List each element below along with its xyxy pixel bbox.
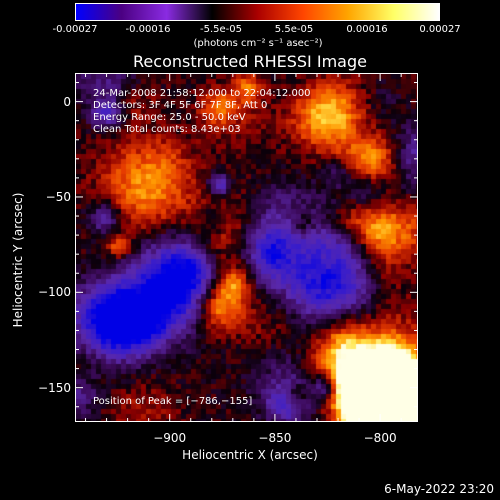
heatmap-image: [76, 74, 417, 421]
chart-title: Reconstructed RHESSI Image: [133, 52, 367, 71]
colorbar: [75, 3, 440, 21]
colorbar-tick-label: 5.5e-05: [274, 24, 314, 35]
axis-ticks: [75, 73, 418, 422]
plot-frame: [75, 73, 418, 422]
colorbar-unit-label: (photons cm⁻² s⁻¹ asec⁻²): [193, 38, 323, 49]
y-axis-label: Heliocentric Y (arcsec): [11, 192, 25, 328]
colorbar-tick-label: -0.00027: [52, 24, 98, 35]
y-tick-label: −100: [38, 285, 71, 300]
colorbar-tick-label: -5.5e-05: [200, 24, 242, 35]
colorbar-tick-label: 0.00027: [419, 24, 461, 35]
y-tick-label: −50: [45, 189, 71, 204]
annotation-time-range: 24-Mar-2008 21:58:12.000 to 22:04:12.000: [93, 88, 311, 99]
x-tick-label: −900: [153, 431, 187, 445]
annotation-total-counts: Clean Total counts: 8.43e+03: [93, 124, 241, 135]
peak-position-label: Position of Peak = [−786,−155]: [93, 396, 253, 407]
timestamp: 6-May-2022 23:20: [384, 482, 494, 496]
annotation-energy-range: Energy Range: 25.0 - 50.0 keV: [93, 112, 246, 123]
x-tick-label: −800: [363, 431, 397, 445]
colorbar-tick-label: -0.00016: [125, 24, 171, 35]
x-tick-label: −850: [258, 431, 292, 445]
y-tick-label: −150: [38, 380, 71, 395]
y-tick-label: 0: [63, 94, 71, 109]
colorbar-tick-label: 0.00016: [346, 24, 388, 35]
annotation-detectors: Detectors: 3F 4F 5F 6F 7F 8F, Att 0: [93, 100, 268, 111]
x-axis-label: Heliocentric X (arcsec): [182, 448, 318, 462]
